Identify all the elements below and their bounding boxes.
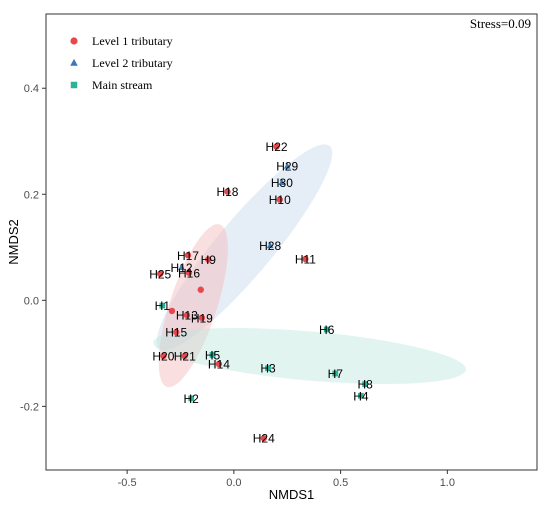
data-point (185, 269, 193, 276)
point-label: H13 (176, 309, 198, 323)
y-tick-label: 0.0 (24, 295, 39, 307)
data-point (266, 242, 274, 249)
data-point (265, 365, 271, 372)
plot-panel (45, 13, 538, 471)
data-point (159, 302, 166, 309)
data-point (197, 286, 204, 293)
point-label: H28 (259, 239, 281, 253)
y-axis: -0.2 0.0 0.2 0.4 (20, 83, 46, 413)
point-label: H30 (271, 176, 293, 190)
data-point (184, 252, 192, 259)
point-label: H18 (216, 185, 238, 199)
y-tick-label: 0.2 (24, 189, 39, 201)
data-point (168, 307, 176, 315)
x-tick-label: 0.0 (226, 477, 241, 489)
point-label: H17 (177, 249, 199, 263)
x-tick-label: 0.5 (333, 477, 348, 489)
data-point (181, 352, 188, 360)
point-label: H8 (357, 378, 373, 392)
legend-key-square (70, 81, 78, 89)
ellipse-level-2-tributary (156, 144, 333, 351)
data-point (332, 370, 339, 377)
data-point (283, 162, 291, 169)
data-point (178, 263, 185, 270)
point-label: H6 (319, 323, 335, 337)
point-label: H4 (353, 389, 369, 403)
stress-annotation: Stress=0.09 (470, 16, 531, 31)
data-point (224, 188, 231, 195)
point-label: H5 (205, 348, 221, 362)
data-point (173, 328, 180, 336)
data-points (157, 143, 369, 442)
point-label: H16 (178, 266, 200, 280)
confidence-ellipses (153, 144, 466, 388)
point-label: H24 (253, 432, 275, 446)
data-point (205, 256, 212, 263)
legend: Level 1 tributary Level 2 tributary Main s… (70, 34, 173, 92)
data-point (323, 326, 330, 333)
point-label: H11 (295, 252, 316, 266)
data-point (183, 311, 191, 319)
data-point (278, 178, 286, 186)
point-label: H9 (201, 253, 217, 267)
x-axis-title: NMDS1 (269, 487, 315, 502)
point-label: H10 (269, 193, 291, 207)
point-label: H22 (266, 140, 288, 154)
data-point (160, 352, 167, 360)
data-point (198, 314, 206, 322)
data-point (157, 270, 164, 278)
point-label: H1 (155, 299, 171, 313)
y-axis-title: NMDS2 (6, 219, 21, 265)
data-point (260, 434, 267, 442)
data-point (273, 143, 280, 150)
point-label: H25 (149, 267, 171, 281)
point-label: H29 (276, 160, 298, 174)
data-point (209, 352, 216, 358)
data-point (276, 196, 283, 203)
data-point (358, 392, 364, 399)
point-label: H7 (328, 367, 344, 381)
legend-key-circle (70, 37, 78, 45)
ellipse-level-1-tributary (158, 224, 228, 388)
point-label: H2 (183, 392, 199, 406)
y-tick-label: -0.2 (20, 401, 39, 413)
legend-label: Level 2 tributary (92, 56, 173, 70)
data-point (302, 255, 309, 263)
point-label: H12 (171, 261, 193, 275)
y-tick-label: 0.4 (24, 83, 39, 95)
data-point (215, 360, 223, 368)
legend-label: Level 1 tributary (92, 34, 173, 48)
x-tick-label: -0.5 (118, 477, 137, 489)
point-label: H3 (260, 362, 276, 376)
legend-key-triangle (70, 58, 78, 66)
point-label: H14 (208, 357, 230, 371)
ellipse-main-stream (153, 327, 466, 385)
data-point (188, 395, 195, 402)
data-point (362, 381, 369, 387)
point-label: H19 (191, 311, 213, 325)
x-tick-label: 1.0 (440, 477, 455, 489)
point-label: H20 (152, 350, 174, 364)
point-label: H15 (165, 326, 187, 340)
point-label: H21 (174, 350, 196, 364)
legend-label: Main stream (92, 78, 153, 92)
x-axis: -0.5 0.0 0.5 1.0 (118, 470, 455, 489)
